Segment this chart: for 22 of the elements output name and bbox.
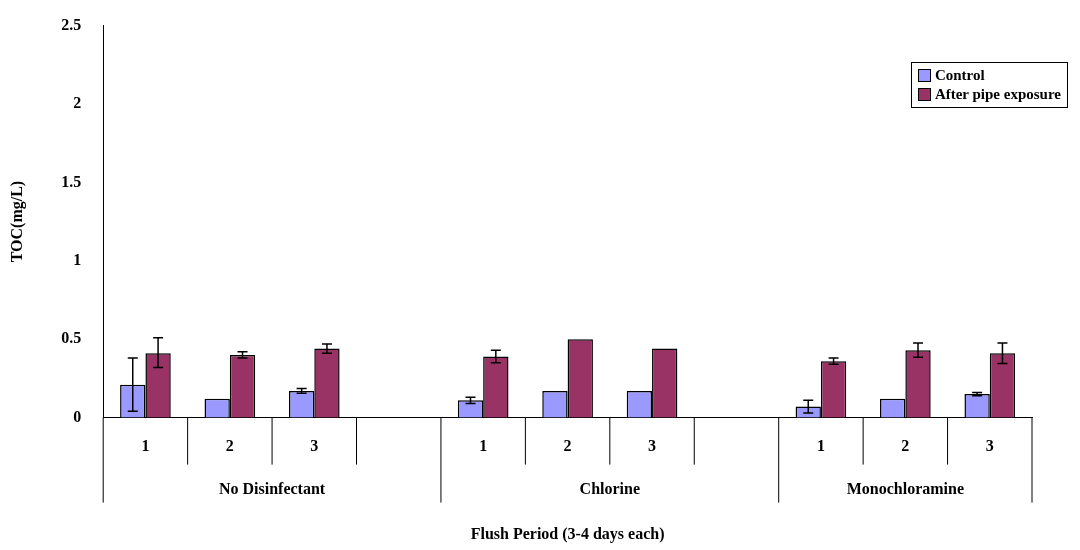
text: Monochloramine — [846, 479, 965, 497]
legend-label: After pipe exposure — [934, 85, 1061, 104]
x-tick-label: 1 — [816, 437, 825, 455]
y-tick-label: 1 — [73, 250, 82, 268]
x-axis-title: Flush Period (3-4 days each) — [470, 524, 665, 543]
x-tick-label: 3 — [985, 437, 994, 455]
x-tick-label: 3 — [310, 437, 319, 455]
y-tick-label: 2 — [73, 94, 82, 112]
text: No Disinfectant — [218, 479, 326, 497]
x-tick-label: 2 — [225, 437, 234, 455]
y-tick-label: 0.5 — [61, 329, 82, 347]
x-tick-label: 2 — [563, 437, 572, 455]
y-tick-label: 2.5 — [61, 15, 82, 33]
x-tick-label: 2 — [901, 437, 910, 455]
x-tick-label: 1 — [479, 437, 488, 455]
legend-label: Control — [934, 66, 985, 85]
y-tick-label: 0 — [73, 407, 82, 425]
y-axis-title: TOC(mg/L) — [7, 180, 26, 263]
text: Chlorine — [579, 479, 641, 497]
y-tick-label: 1.5 — [61, 172, 82, 190]
x-tick-label: 3 — [648, 437, 657, 455]
x-tick-label: 1 — [141, 437, 150, 455]
